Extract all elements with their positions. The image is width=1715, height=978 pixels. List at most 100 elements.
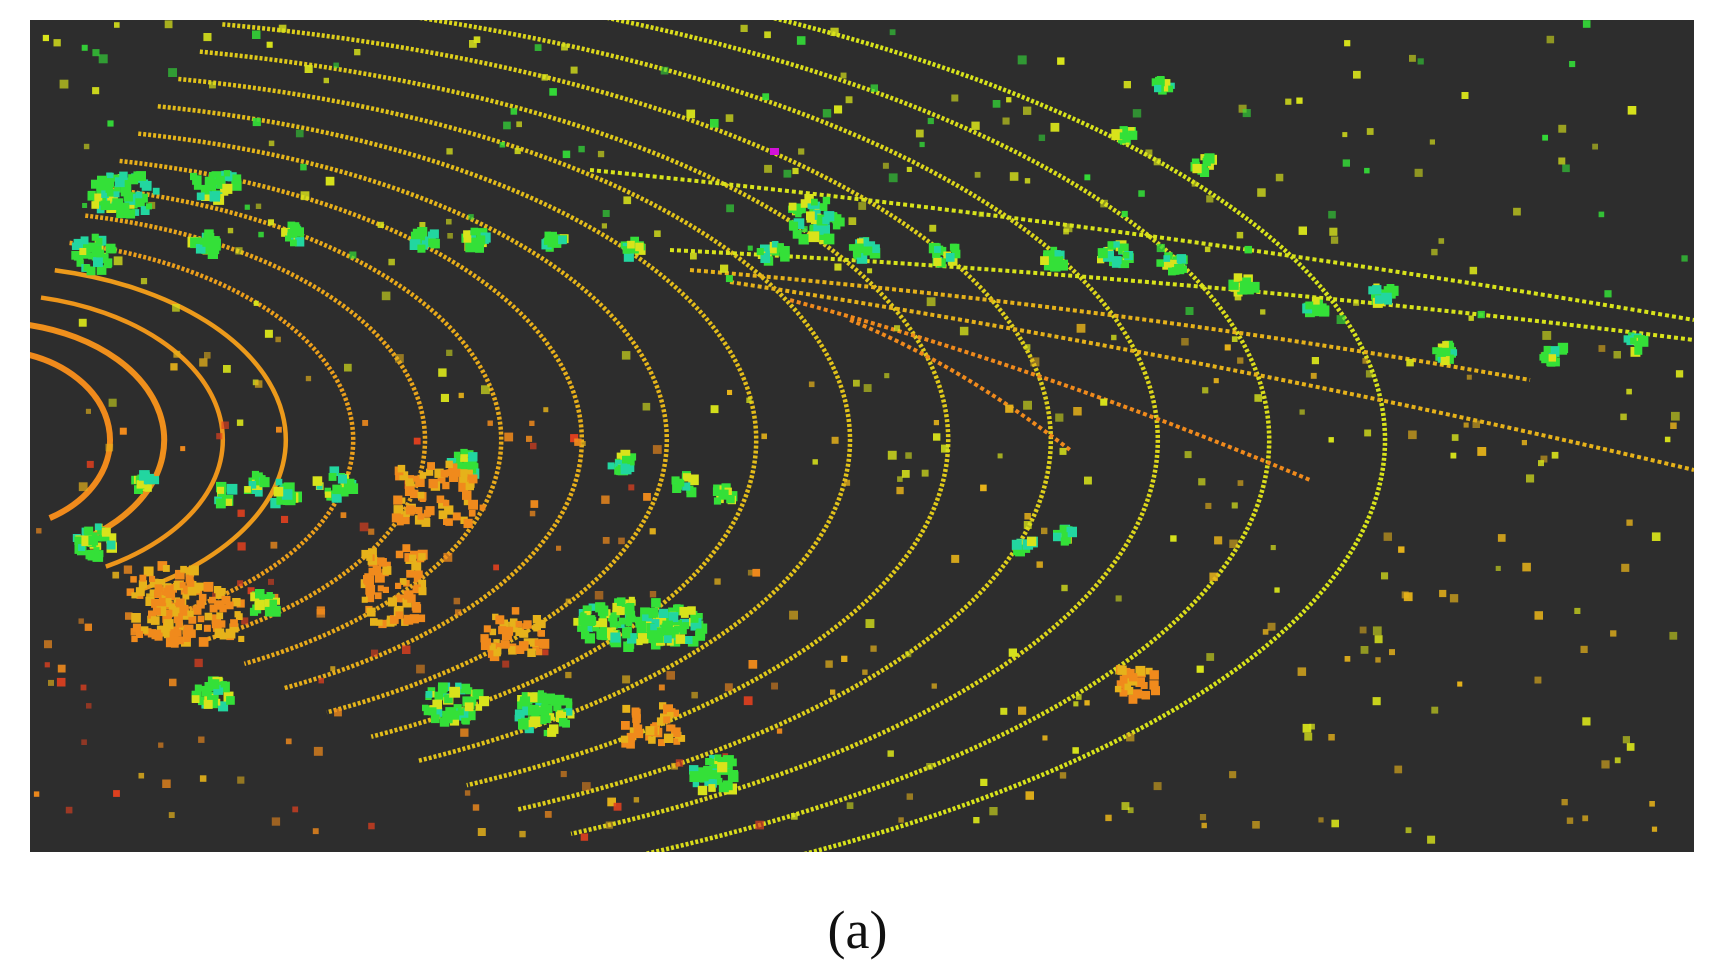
- vegetation-point: [316, 483, 323, 490]
- lidar-point: [1063, 228, 1069, 235]
- vegetation-point: [1557, 342, 1569, 354]
- lidar-point: [1580, 645, 1588, 653]
- lidar-point: [108, 398, 117, 407]
- vegetation-point: [80, 236, 89, 245]
- lidar-point: [477, 828, 486, 836]
- vegetation-point: [460, 709, 469, 718]
- vegetation-point: [270, 606, 281, 617]
- lidar-point: [771, 682, 778, 690]
- lidar-point: [1184, 451, 1192, 459]
- vegetation-point: [823, 227, 830, 235]
- vegetation-point: [434, 691, 444, 701]
- lidar-point: [295, 129, 304, 138]
- near-field-point: [626, 740, 635, 749]
- lidar-point: [926, 297, 936, 307]
- lidar-point: [691, 691, 698, 699]
- lidar-point: [275, 336, 281, 343]
- vegetation-point: [251, 470, 259, 478]
- lidar-point: [158, 742, 164, 748]
- lidar-point: [216, 433, 223, 440]
- near-field-point: [419, 495, 426, 502]
- near-field-point: [211, 619, 221, 629]
- near-field-point: [411, 560, 422, 571]
- vegetation-point: [106, 533, 117, 544]
- near-field-point: [426, 468, 434, 476]
- lidar-point: [362, 420, 369, 426]
- lidar-point: [1270, 545, 1276, 551]
- vegetation-point: [194, 684, 202, 692]
- near-field-point: [415, 570, 423, 578]
- near-field-point: [523, 620, 532, 629]
- lidar-point: [764, 31, 771, 39]
- near-field-point: [530, 638, 539, 647]
- lidar-point: [1059, 447, 1067, 455]
- vegetation-point: [1162, 259, 1173, 270]
- near-field-point: [532, 615, 541, 624]
- lidar-point: [1025, 791, 1034, 800]
- lidar-point: [203, 33, 212, 42]
- vegetation-point: [934, 246, 941, 253]
- vegetation-point: [1128, 130, 1138, 140]
- near-field-point: [1135, 677, 1145, 687]
- lidar-point: [574, 438, 582, 446]
- vegetation-point: [112, 198, 123, 209]
- lidar-point: [840, 72, 847, 79]
- road-streak: [669, 248, 1694, 342]
- lidar-point: [530, 500, 539, 508]
- lidar-point: [1275, 173, 1284, 182]
- near-field-point: [219, 632, 227, 640]
- lidar-point: [1072, 747, 1079, 754]
- lidar-point: [446, 218, 452, 225]
- lidar-point: [254, 380, 263, 388]
- lidar-point: [959, 326, 969, 336]
- near-field-point: [510, 625, 518, 633]
- near-field-point: [198, 593, 207, 602]
- lidar-point: [1394, 765, 1403, 774]
- lidar-point: [1342, 132, 1348, 138]
- vegetation-point: [558, 235, 567, 245]
- vegetation-point: [848, 244, 856, 251]
- lidar-point: [1298, 226, 1307, 235]
- lidar-point: [1627, 106, 1637, 115]
- lidar-point: [481, 385, 490, 395]
- lidar-point: [1374, 635, 1383, 644]
- vegetation-point: [595, 602, 606, 613]
- vegetation-point: [73, 251, 84, 261]
- lidar-point: [1344, 656, 1351, 662]
- vegetation-point: [671, 476, 680, 485]
- lidar-point: [1613, 351, 1621, 359]
- lidar-point: [1073, 407, 1082, 416]
- near-field-point: [427, 462, 435, 470]
- vegetation-point: [673, 605, 682, 614]
- lidar-point: [114, 22, 120, 28]
- vegetation-point: [143, 473, 155, 485]
- vegetation-point: [769, 246, 777, 254]
- lidar-point: [119, 427, 127, 435]
- near-field-point: [158, 597, 166, 605]
- vegetation-point: [1311, 296, 1320, 305]
- vegetation-point: [866, 241, 876, 251]
- lidar-point: [458, 392, 464, 399]
- vegetation-point: [259, 477, 270, 488]
- vegetation-point: [123, 192, 133, 202]
- lidar-point: [921, 469, 929, 477]
- lidar-point: [237, 509, 245, 517]
- vegetation-point: [676, 623, 687, 635]
- vegetation-point: [135, 191, 143, 199]
- vegetation-point: [1111, 129, 1123, 141]
- lidar-point: [534, 44, 542, 51]
- vegetation-point: [856, 253, 868, 264]
- vegetation-point: [1319, 303, 1327, 311]
- vegetation-point: [79, 248, 87, 255]
- vegetation-point: [622, 464, 630, 472]
- near-field-point: [421, 518, 431, 527]
- lidar-point: [666, 671, 675, 680]
- lidar-point: [1417, 58, 1424, 65]
- vegetation-point: [529, 716, 541, 727]
- near-field-point: [533, 623, 541, 632]
- near-field-point: [463, 518, 473, 528]
- lidar-point: [831, 436, 839, 444]
- vegetation-point: [588, 603, 596, 611]
- vegetation-point: [91, 201, 99, 209]
- vegetation-point: [610, 616, 618, 624]
